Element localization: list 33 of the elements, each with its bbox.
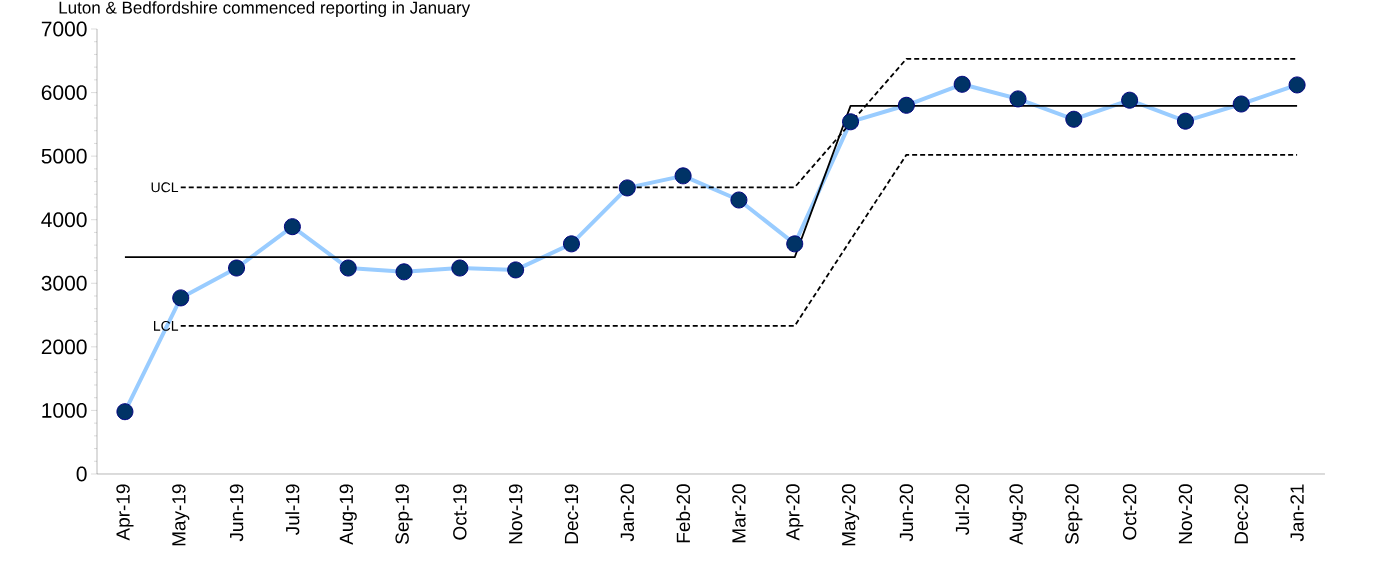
x-tick-label: Dec-20 (1234, 484, 1248, 544)
x-tick-label: Feb-20 (676, 484, 691, 543)
x-tick-label: Mar-20 (732, 484, 746, 543)
x-tick-label: Aug-19 (339, 484, 357, 545)
x-tick-label: Jun-20 (899, 484, 914, 542)
x-tick-label: Jun-19 (229, 484, 244, 542)
y-tick-label: 2000 (41, 339, 87, 355)
x-tick-label: Sep-20 (1065, 484, 1083, 544)
y-tick-label: 5000 (41, 148, 87, 164)
y-tick-label: 3000 (41, 275, 87, 291)
x-tick-label: Jul-20 (955, 484, 970, 535)
x-tick-label: Jul-19 (285, 484, 300, 535)
x-tick-label: May-20 (841, 484, 860, 546)
y-tick-label: 1000 (42, 402, 87, 418)
x-tick-label: Sep-19 (395, 484, 413, 544)
series-label: LCL (154, 320, 179, 331)
x-tick-label: Apr-19 (116, 484, 134, 541)
x-tick-label: Oct-20 (1122, 484, 1137, 540)
x-tick-label: Jan-21 (1290, 484, 1304, 542)
text: Luton & Bedfordshire commenced reporting in January (59, 1, 471, 18)
y-tick-label: 4000 (41, 212, 87, 228)
x-tick-label: Aug-20 (1009, 484, 1027, 545)
x-tick-label: Apr-20 (786, 484, 804, 541)
x-tick-label: Jan-20 (620, 484, 635, 542)
y-tick-label: 7000 (41, 21, 87, 37)
series-label: UCL (151, 182, 179, 193)
x-tick-label: Nov-20 (1178, 484, 1193, 544)
y-tick-label: 0 (76, 466, 87, 482)
x-tick-label: May-19 (172, 484, 190, 546)
x-tick-label: Oct-19 (453, 484, 467, 540)
y-tick-label: 6000 (41, 85, 87, 100)
x-tick-label: Dec-19 (564, 484, 579, 544)
x-tick-label: Nov-19 (508, 484, 523, 544)
